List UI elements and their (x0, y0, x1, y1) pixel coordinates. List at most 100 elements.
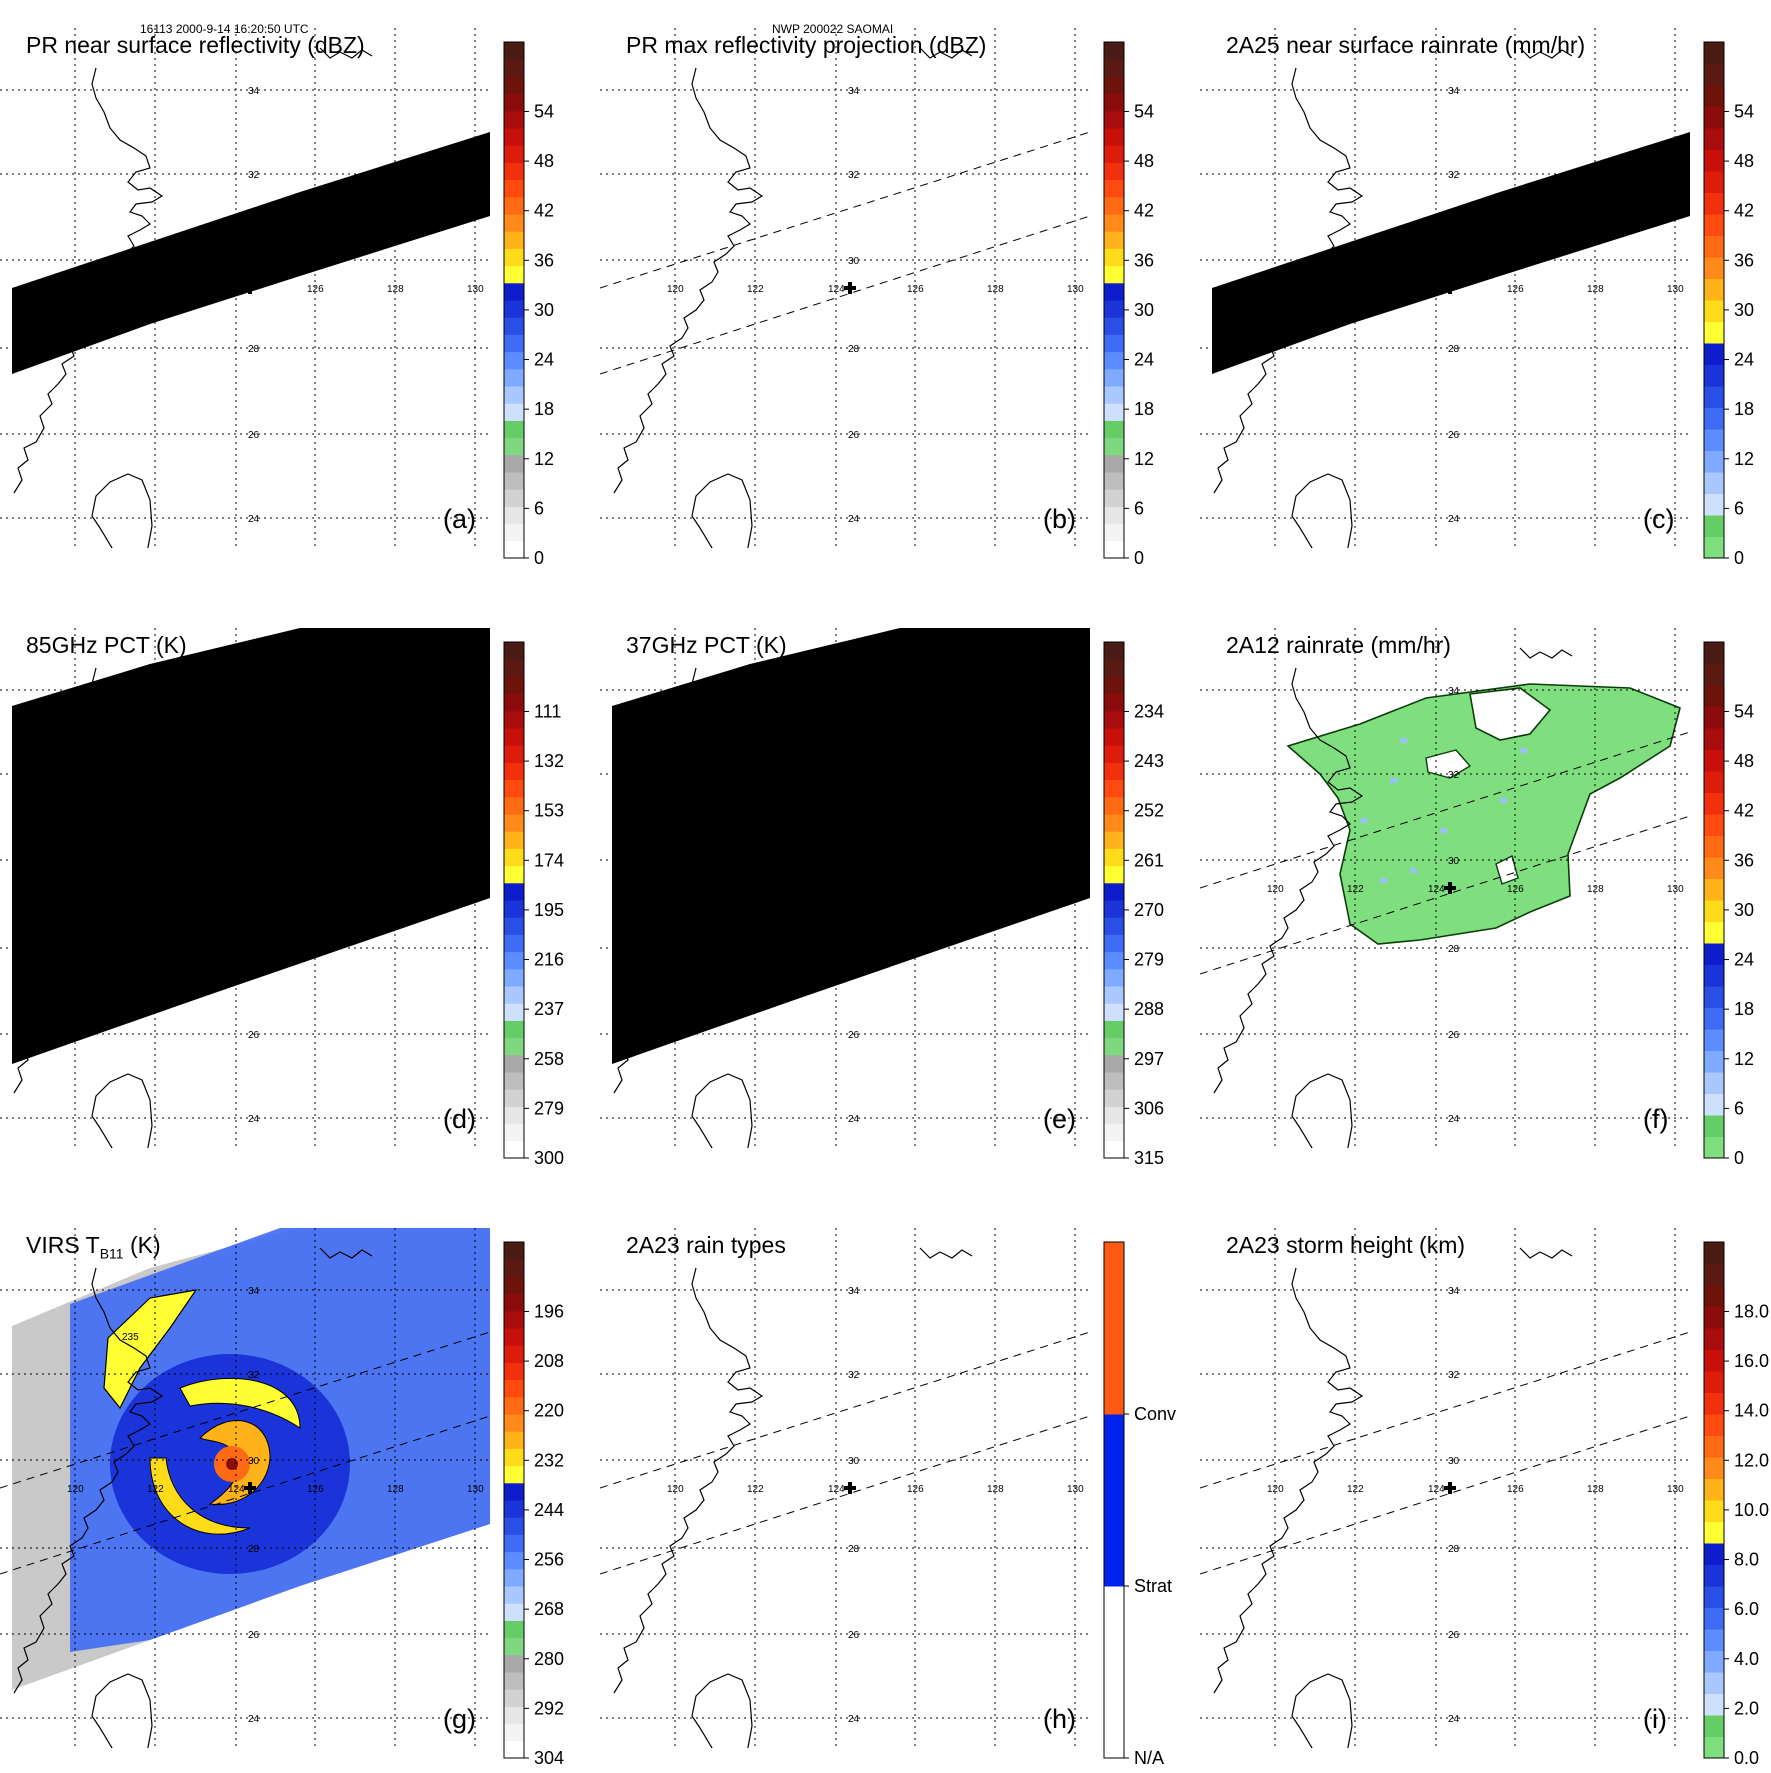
coastline-mainland (1213, 67, 1364, 494)
colorbar-swatch (1704, 300, 1724, 322)
colorbar-swatch (1104, 1586, 1124, 1759)
lat-label: 32 (1448, 770, 1460, 781)
colorbar: 300 279 258 237 216 195 174 153 132 111 (503, 641, 584, 1173)
colorbar-swatch (1104, 745, 1124, 763)
colorbar-swatch (1104, 128, 1124, 146)
lon-label: 128 (1587, 884, 1604, 895)
lon-label: 128 (987, 884, 1004, 895)
swath-edge-lower (600, 215, 1090, 375)
colorbar-swatch (504, 1310, 524, 1329)
lat-label: 30 (1448, 256, 1460, 267)
lat-label: 30 (1448, 856, 1460, 867)
colorbar-tick-label: 36 (1134, 250, 1154, 270)
panel-letter: (g) (443, 1704, 476, 1734)
colorbar-swatch (504, 1259, 524, 1277)
colorbar-tick-label: 153 (534, 801, 564, 821)
colorbar-swatch (504, 710, 524, 729)
colorbar: 304 292 280 268 256 244 232 220 208 196 (503, 1241, 584, 1773)
colorbar-swatch (504, 403, 524, 421)
lat-label: 34 (248, 1286, 260, 1297)
colorbar-swatch (1704, 1136, 1724, 1159)
colorbar-swatch (1104, 403, 1124, 421)
colorbar-tick-label: 36 (1734, 250, 1754, 270)
storm-center-icon (844, 282, 856, 294)
colorbar-swatch (1704, 1586, 1724, 1608)
colorbar-swatch (1104, 437, 1124, 456)
colorbar-swatch (1704, 171, 1724, 193)
colorbar-swatch (1704, 429, 1724, 451)
colorbar-swatch (504, 162, 524, 181)
colorbar-swatch (1104, 231, 1124, 249)
colorbar-tick-label: 8.0 (1734, 1550, 1759, 1570)
panel-title: 2A23 rain types (626, 1232, 786, 1258)
lon-label: 128 (387, 1484, 404, 1495)
colorbar-tick-label: 243 (1134, 751, 1164, 771)
colorbar-tick-label: 18.0 (1734, 1301, 1769, 1321)
lon-label: 122 (747, 884, 764, 895)
map-a: 120 122 124 126 128 130 24 26 28 30 32 34 (0, 28, 490, 548)
colorbar-swatch (504, 437, 524, 456)
panel-letter: (f) (1643, 1104, 1669, 1134)
colorbar-swatch (504, 214, 524, 232)
colorbar-swatch (504, 1740, 524, 1759)
colorbar-swatch (504, 179, 524, 198)
colorbar-swatch (504, 1586, 524, 1604)
colorbar-swatch (1704, 964, 1724, 987)
colorbar-swatch (504, 93, 524, 112)
colorbar-swatch (504, 472, 524, 490)
lon-label: 120 (1267, 284, 1284, 295)
lon-label: 130 (1067, 1484, 1084, 1495)
colorbar-swatch (1704, 706, 1724, 729)
lon-label: 124 (228, 284, 245, 295)
swath-edge-lower (600, 1415, 1090, 1575)
lat-label: 30 (848, 856, 860, 867)
colorbar-swatch (504, 1534, 524, 1553)
lon-label: 120 (667, 284, 684, 295)
colorbar-tick-label: 18 (1734, 399, 1754, 419)
colorbar-swatch (1104, 1054, 1124, 1073)
panel-title: VIRS TB11 (K) (26, 1232, 161, 1262)
coastline-mainland (13, 1267, 164, 1694)
colorbar-swatch (1704, 1693, 1724, 1716)
colorbar-swatch (504, 1500, 524, 1518)
colorbar-swatch (504, 1568, 524, 1587)
colorbar-swatch (1704, 1115, 1724, 1137)
colorbar-tick-label: 54 (1734, 101, 1754, 121)
colorbar-swatch (1704, 1050, 1724, 1073)
coastline-mainland (1213, 667, 1364, 1094)
colorbar-tick-label: 6 (1134, 498, 1144, 518)
panel-title: PR max reflectivity projection (dBZ) (626, 32, 987, 58)
colorbar-tick-label: 6 (1734, 498, 1744, 518)
map-f: 120 122 124 126 128 130 24 26 28 30 32 34 (1200, 628, 1690, 1148)
colorbar-swatch (1104, 1003, 1124, 1021)
colorbar-tick-label: 36 (1734, 850, 1754, 870)
colorbar-swatch (1104, 1123, 1124, 1142)
colorbar-swatch (1704, 493, 1724, 516)
lon-label: 128 (987, 284, 1004, 295)
panel-letter: (h) (1043, 1704, 1076, 1734)
lon-label: 122 (747, 284, 764, 295)
map-c: 120 122 124 126 128 130 24 26 28 30 32 34 (1200, 28, 1690, 548)
colorbar-swatch (504, 59, 524, 77)
colorbar-swatch (1104, 986, 1124, 1004)
colorbar-swatch (504, 231, 524, 249)
colorbar-swatch (1704, 1650, 1724, 1673)
colorbar-swatch (504, 1072, 524, 1090)
colorbar-swatch (1104, 831, 1124, 849)
lat-label: 26 (1448, 1030, 1460, 1041)
lat-label: 24 (848, 1114, 860, 1125)
lon-label: 122 (147, 884, 164, 895)
colorbar-swatch (1704, 1543, 1724, 1565)
colorbar-tick-label: 111 (534, 701, 561, 721)
colorbar-tick-label: 208 (534, 1351, 564, 1371)
colorbar-tick-label: 304 (534, 1748, 564, 1768)
coastline-taiwan (691, 1073, 753, 1148)
colorbar: 0 6 12 18 24 30 36 42 48 54 (1703, 41, 1771, 573)
header-storm-id: NWP 200022 SAOMAI (772, 22, 894, 36)
panel-i: 120 122 124 126 128 130 24 26 28 30 32 34 2A23 storm… (1200, 1228, 1690, 1758)
lon-label: 122 (1347, 884, 1364, 895)
colorbar-tick-label: 234 (1134, 701, 1164, 721)
colorbar-swatch (504, 540, 524, 559)
colorbar-tick-label: 0 (1134, 548, 1144, 568)
colorbar-swatch (504, 1020, 524, 1039)
